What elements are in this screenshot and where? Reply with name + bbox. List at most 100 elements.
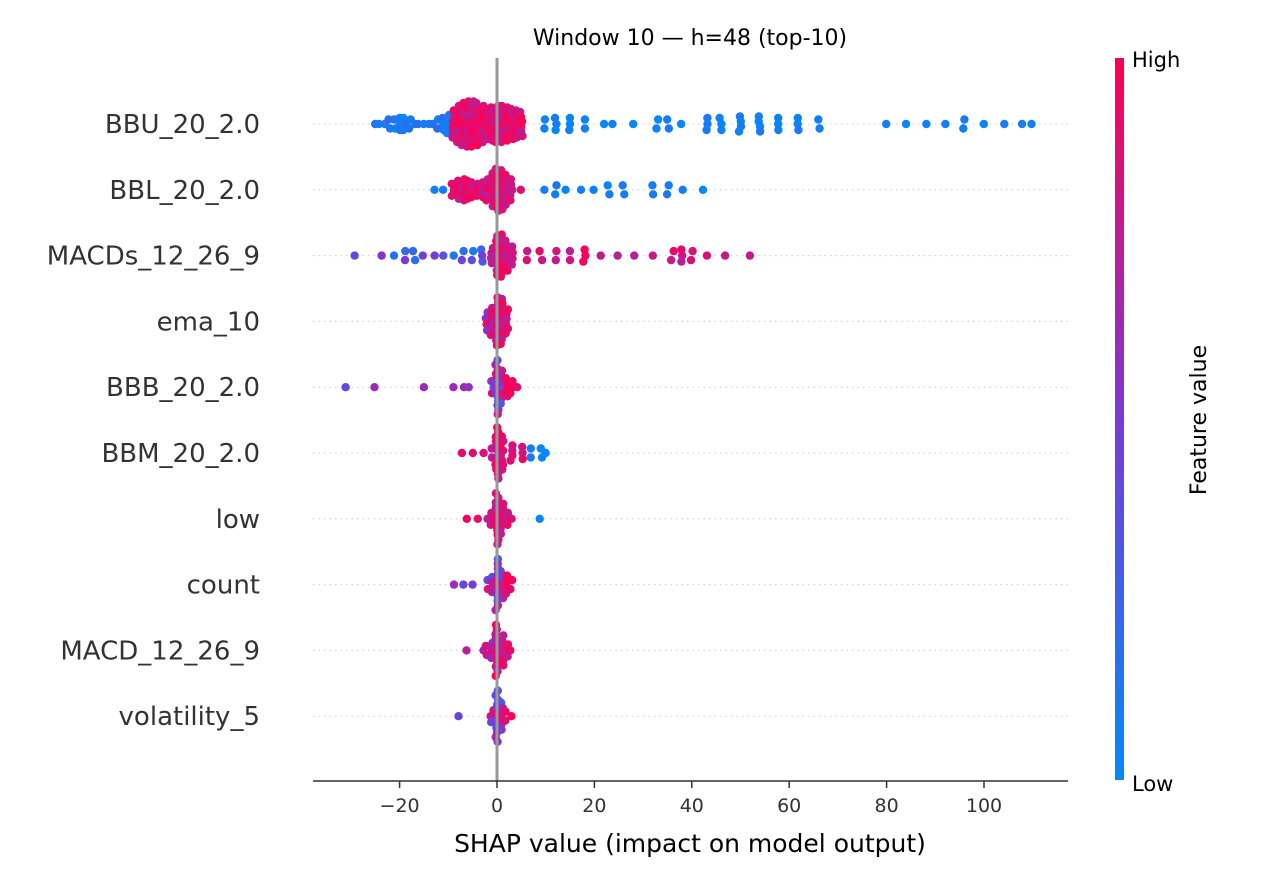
- shap-point: [959, 124, 968, 133]
- shap-point: [439, 251, 448, 260]
- shap-point: [482, 320, 491, 329]
- feature-label: BBB_20_2.0: [106, 373, 260, 403]
- shap-point: [497, 725, 506, 734]
- shap-point: [941, 119, 950, 129]
- shap-point: [662, 190, 672, 199]
- shap-point: [462, 514, 471, 523]
- shap-point: [404, 124, 414, 133]
- shap-point: [702, 125, 711, 135]
- shap-point: [652, 124, 661, 133]
- shap-point: [630, 251, 639, 260]
- shap-point: [717, 119, 726, 129]
- shap-point: [922, 119, 931, 129]
- shap-point: [551, 255, 560, 265]
- shap-point: [676, 119, 686, 129]
- shap-point: [648, 190, 658, 199]
- shap-point: [702, 251, 712, 260]
- shap-point: [374, 119, 384, 129]
- shap-point: [686, 255, 696, 265]
- shap-point: [370, 383, 379, 392]
- shap-point: [698, 185, 708, 194]
- shap-point: [774, 119, 783, 129]
- shap-point: [1017, 119, 1027, 129]
- shap-point: [580, 124, 590, 133]
- shap-point: [508, 242, 517, 251]
- feature-label: ema_10: [157, 307, 260, 337]
- shap-point: [516, 185, 525, 194]
- shap-point: [552, 181, 561, 190]
- shap-point: [580, 115, 590, 124]
- shap-point: [677, 257, 686, 266]
- x-tick-label: 100: [966, 795, 1002, 817]
- colorbar-high-label: High: [1132, 48, 1180, 72]
- x-tick-label: 20: [582, 795, 606, 817]
- feature-label: BBL_20_2.0: [109, 176, 260, 206]
- shap-point: [419, 383, 429, 392]
- feature-label: volatility_5: [119, 702, 260, 732]
- shap-point: [506, 584, 515, 594]
- shap-point: [518, 454, 527, 464]
- shap-point: [464, 383, 473, 392]
- shap-point: [457, 448, 467, 458]
- shap-point: [535, 246, 544, 256]
- shap-point: [815, 124, 824, 133]
- shap-point: [755, 127, 765, 136]
- shap-point: [418, 251, 427, 260]
- shap-point: [468, 448, 477, 458]
- shap-point: [513, 383, 522, 392]
- shap-point: [433, 124, 442, 133]
- shap-point: [605, 190, 614, 199]
- shap-point: [599, 119, 609, 129]
- x-axis-label: SHAP value (impact on model output): [454, 829, 926, 858]
- shap-point: [469, 246, 478, 256]
- shap-point: [389, 251, 399, 260]
- shap-point: [496, 529, 506, 538]
- shap-point: [663, 115, 672, 124]
- shap-point: [653, 115, 663, 124]
- shap-point: [551, 190, 560, 199]
- shap-point: [541, 448, 550, 458]
- shap-point: [377, 251, 386, 260]
- shap-point: [561, 185, 570, 194]
- shap-point: [901, 119, 911, 129]
- shap-point: [540, 185, 549, 194]
- x-tick-label: 40: [680, 795, 704, 817]
- shap-point: [478, 257, 487, 266]
- feature-label: BBU_20_2.0: [105, 110, 260, 140]
- shap-point: [468, 580, 477, 589]
- shap-point: [664, 181, 673, 190]
- shap-point: [467, 255, 476, 265]
- shap-point: [666, 255, 676, 265]
- shap-point: [508, 575, 517, 585]
- shap-point: [506, 389, 515, 398]
- shap-point: [720, 251, 730, 260]
- shap-point: [507, 260, 516, 269]
- x-tick-label: 60: [777, 795, 801, 817]
- feature-label: MACD_12_26_9: [60, 636, 260, 666]
- shap-point: [449, 383, 458, 392]
- shap-point: [449, 580, 459, 589]
- shap-point: [526, 444, 535, 453]
- shap-point: [496, 272, 506, 281]
- shap-point: [540, 124, 549, 133]
- shap-point: [551, 125, 560, 135]
- feature-label: MACDs_12_26_9: [47, 242, 260, 272]
- shap-point: [482, 196, 491, 205]
- shap-point: [508, 248, 517, 257]
- shap-point: [410, 255, 420, 265]
- shap-point: [579, 257, 588, 266]
- shap-point: [462, 646, 471, 655]
- shap-point: [648, 181, 657, 190]
- shap-point: [508, 377, 517, 386]
- shap-point: [565, 255, 575, 265]
- shap-point: [793, 113, 802, 123]
- feature-label: count: [187, 571, 260, 601]
- shap-point: [552, 246, 561, 256]
- shap-point: [506, 456, 515, 465]
- shap-point: [518, 442, 527, 452]
- shap-point: [629, 119, 638, 129]
- shap-point: [774, 125, 783, 135]
- x-axis-ticks: −20 0 20 40 60 80 100: [380, 781, 1002, 817]
- shap-point: [496, 399, 505, 408]
